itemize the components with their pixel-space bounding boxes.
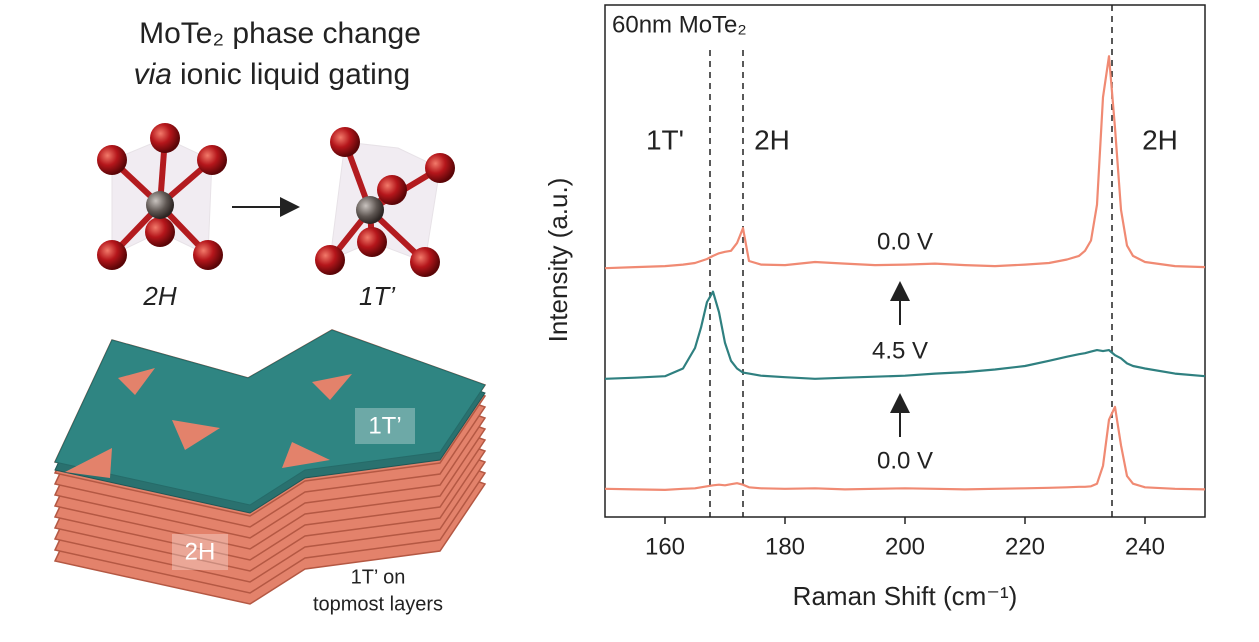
label-box: [355, 408, 415, 444]
domain: [65, 448, 112, 478]
layered-slab: [53, 329, 487, 605]
structure-label: 2H: [142, 281, 176, 311]
illustration-title: ionic liquid gating: [180, 58, 410, 91]
x-tick-label: 200: [885, 533, 925, 560]
note: topmost layers: [313, 593, 443, 615]
layer-label: 2H: [185, 538, 216, 565]
illustration: MoTe₂ phase change via ionic liquid gati…: [53, 17, 487, 615]
domain: [172, 420, 220, 450]
plot-frame: [604, 4, 1206, 518]
note: 1T’ on: [351, 566, 406, 588]
annotation: 2H: [754, 124, 790, 155]
x-tick-label: 220: [1005, 533, 1045, 560]
x-tick-label: 240: [1125, 533, 1165, 560]
annotation: 2H: [1142, 124, 1178, 155]
series-label: 0.0 V: [877, 447, 933, 474]
series-label: 4.5 V: [872, 337, 928, 364]
label-box: [172, 534, 228, 570]
series-label: 0.0 V: [877, 228, 933, 255]
domain: [312, 374, 352, 400]
molecule-2h: [97, 123, 227, 270]
molecule-1t: [315, 127, 455, 277]
illustration-title: MoTe₂ phase change: [139, 17, 421, 50]
chart: Raman Shift (cm⁻¹) Intensity (a.u.) 160 1…: [543, 4, 1206, 611]
structure-label: 1T’: [359, 281, 396, 311]
domain: [118, 368, 155, 395]
annotation: 60nm MoTe₂: [612, 11, 747, 38]
annotation: 1T': [646, 124, 684, 155]
y-axis-title: Intensity (a.u.): [543, 178, 573, 343]
layer-label: 1T’: [368, 412, 401, 439]
spectrum-line: [604, 55, 1206, 270]
x-tick-label: 160: [645, 533, 685, 560]
x-tick-label: 180: [765, 533, 805, 560]
spectrum-line: [604, 405, 1206, 491]
spectrum-line: [604, 290, 1206, 380]
domain: [282, 442, 330, 468]
layer: [54, 329, 486, 506]
illustration-title: via: [134, 58, 172, 91]
x-axis-title: Raman Shift (cm⁻¹): [793, 581, 1018, 611]
